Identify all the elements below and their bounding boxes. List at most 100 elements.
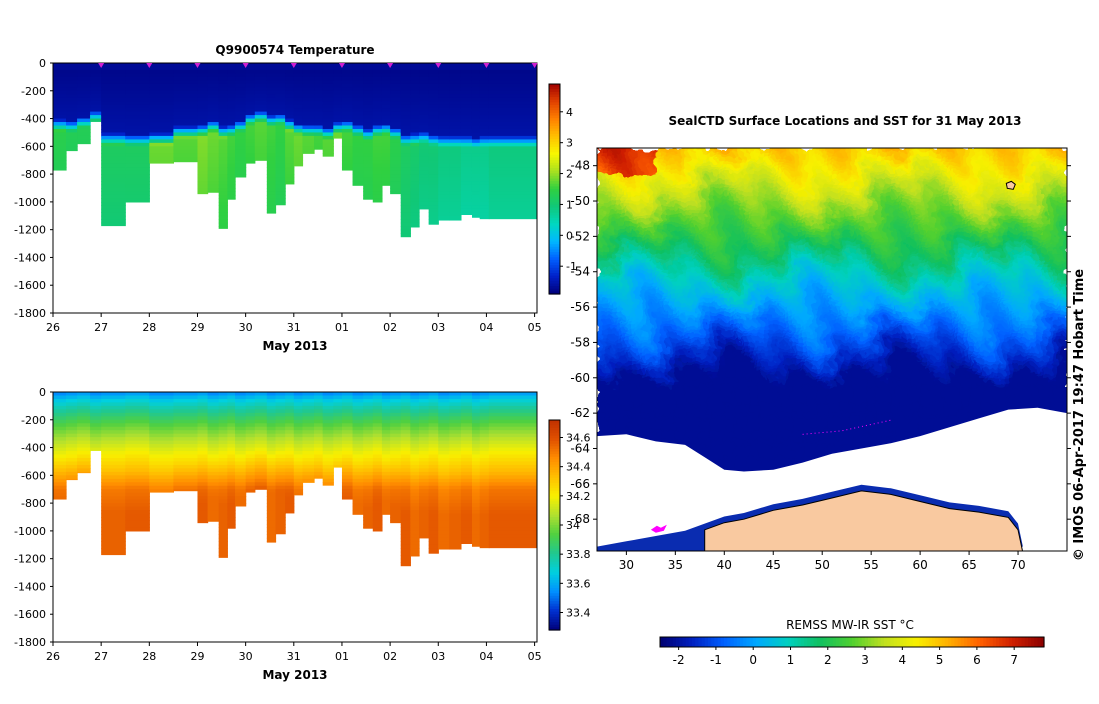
section-cell bbox=[401, 63, 411, 67]
section-cell bbox=[461, 486, 473, 490]
section-cell bbox=[149, 461, 174, 465]
section-cell bbox=[382, 150, 391, 154]
section-cell bbox=[410, 129, 419, 133]
y-tick-label: -800 bbox=[21, 497, 46, 510]
section-cell bbox=[429, 451, 439, 455]
section-cell bbox=[294, 70, 303, 74]
section-cell bbox=[489, 94, 538, 98]
section-cell bbox=[438, 191, 450, 195]
section-cell bbox=[382, 73, 391, 77]
section-cell bbox=[480, 94, 490, 98]
section-cell bbox=[480, 153, 490, 157]
section-cell bbox=[480, 198, 490, 202]
section-cell bbox=[227, 191, 235, 195]
section-cell bbox=[363, 510, 373, 514]
section-cell bbox=[342, 84, 353, 88]
section-cell bbox=[235, 503, 246, 506]
section-cell bbox=[461, 195, 473, 199]
section-cell bbox=[149, 455, 174, 459]
section-cell bbox=[353, 63, 364, 67]
section-cell bbox=[390, 139, 401, 143]
section-cell bbox=[419, 63, 429, 67]
section-cell bbox=[410, 420, 419, 424]
section-cell bbox=[227, 423, 235, 427]
section-cell bbox=[197, 122, 208, 126]
section-cell bbox=[489, 437, 538, 441]
section-cell bbox=[449, 146, 461, 150]
section-cell bbox=[219, 437, 228, 441]
section-cell bbox=[208, 91, 220, 95]
section-cell bbox=[323, 146, 334, 150]
section-cell bbox=[227, 479, 235, 483]
section-cell bbox=[90, 115, 102, 119]
section-cell bbox=[410, 458, 419, 462]
section-cell bbox=[353, 427, 364, 431]
section-cell bbox=[53, 402, 67, 406]
section-cell bbox=[285, 178, 294, 182]
section-cell bbox=[342, 423, 353, 427]
section-cell bbox=[125, 399, 150, 403]
section-cell bbox=[373, 514, 383, 518]
section-cell bbox=[461, 101, 473, 105]
section-cell bbox=[197, 87, 208, 91]
section-cell bbox=[353, 395, 364, 399]
section-cell bbox=[472, 520, 480, 524]
x-tick-label: 26 bbox=[46, 321, 60, 334]
section-cell bbox=[285, 444, 294, 448]
section-cell bbox=[461, 160, 473, 164]
section-cell bbox=[276, 392, 286, 396]
section-cell bbox=[294, 437, 303, 441]
section-cell bbox=[429, 545, 439, 549]
section-cell bbox=[390, 185, 401, 189]
section-cell bbox=[267, 157, 276, 161]
section-cell bbox=[401, 395, 411, 399]
section-cell bbox=[472, 115, 480, 119]
section-cell bbox=[90, 84, 102, 88]
section-cell bbox=[382, 455, 391, 459]
section-cell bbox=[246, 122, 256, 126]
section-cell bbox=[390, 66, 401, 70]
section-cell bbox=[419, 437, 429, 441]
sst-field bbox=[597, 148, 1068, 555]
section-cell bbox=[449, 212, 461, 216]
section-cell bbox=[125, 181, 150, 185]
section-cell bbox=[489, 479, 538, 483]
section-cell bbox=[382, 434, 391, 438]
section-cell bbox=[342, 392, 353, 396]
section-cell bbox=[285, 91, 294, 95]
section-cell bbox=[90, 413, 102, 417]
section-cell bbox=[333, 409, 342, 413]
section-cell bbox=[294, 482, 303, 486]
section-cell bbox=[429, 472, 439, 476]
section-cell bbox=[125, 195, 150, 199]
section-cell bbox=[173, 399, 198, 403]
section-cell bbox=[390, 73, 401, 77]
section-cell bbox=[438, 496, 450, 500]
section-cell bbox=[353, 119, 364, 123]
section-cell bbox=[285, 112, 294, 116]
section-cell bbox=[294, 112, 303, 116]
section-cell bbox=[401, 402, 411, 406]
section-cell bbox=[382, 70, 391, 74]
section-cell bbox=[219, 392, 228, 396]
section-cell bbox=[255, 434, 268, 438]
section-cell bbox=[438, 188, 450, 192]
section-cell bbox=[227, 514, 235, 518]
section-cell bbox=[449, 136, 461, 140]
section-cell bbox=[363, 503, 373, 507]
section-cell bbox=[149, 70, 174, 74]
section-cell bbox=[77, 399, 91, 403]
section-cell bbox=[449, 191, 461, 195]
section-cell bbox=[77, 437, 91, 441]
section-cell bbox=[438, 461, 450, 465]
section-cell bbox=[449, 434, 461, 438]
section-cell bbox=[276, 143, 286, 147]
section-cell bbox=[419, 423, 429, 427]
section-cell bbox=[77, 143, 91, 144]
section-cell bbox=[410, 531, 419, 535]
section-cell bbox=[419, 66, 429, 70]
section-cell bbox=[302, 98, 314, 102]
section-cell bbox=[101, 541, 126, 545]
section-cell bbox=[255, 132, 268, 136]
section-cell bbox=[438, 489, 450, 493]
